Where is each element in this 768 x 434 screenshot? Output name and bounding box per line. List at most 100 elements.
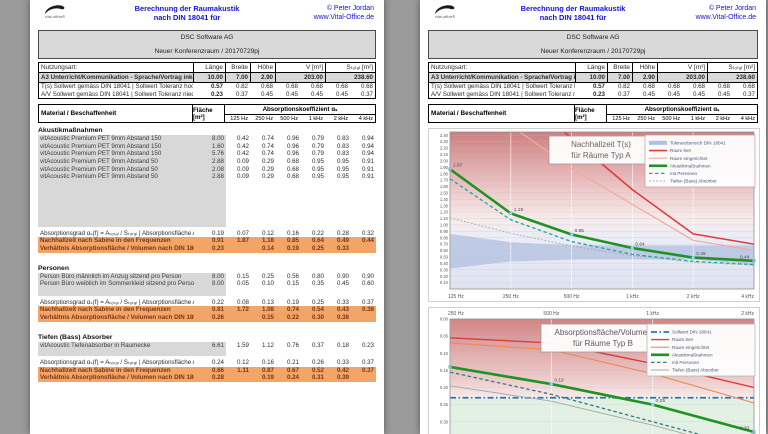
svg-text:Nachhallzeit T(s): Nachhallzeit T(s): [571, 140, 631, 149]
cell: Nachhallzeit nach Sabine in den Frequenz…: [40, 366, 171, 374]
page-header: vital-office® Berechnung der Raumakustik…: [38, 2, 376, 28]
website-link[interactable]: www.Vital-Office.de: [695, 14, 756, 21]
cell: 8.00: [194, 135, 226, 143]
cell: 0.74: [261, 142, 274, 150]
cell: 0.91: [361, 165, 374, 173]
cell: 0.15: [286, 280, 299, 288]
cell: 0.95: [311, 173, 324, 181]
svg-text:1.90: 1.90: [440, 165, 449, 170]
svg-text:0.40: 0.40: [440, 261, 449, 266]
report-title: Berechnung der Raumakustik nach DIN 1804…: [134, 4, 240, 22]
cell: 0.68: [717, 83, 730, 90]
cell: 2.90: [250, 73, 275, 82]
cell: 0.15: [236, 272, 249, 280]
svg-text:250 Hz: 250 Hz: [503, 294, 519, 300]
svg-text:1 kHz: 1 kHz: [626, 294, 639, 300]
cell: 0.23: [210, 90, 223, 98]
cell: 0.67: [286, 366, 299, 374]
cell: 0.95: [311, 157, 324, 165]
cell: Person Büro männlich im Anzug sitzend pr…: [38, 272, 194, 281]
cell: 0.91: [361, 173, 374, 181]
svg-text:1.40: 1.40: [440, 197, 449, 202]
cell: 0.21: [286, 359, 299, 367]
cell: 0.22: [286, 313, 299, 321]
cell: 0.24: [286, 374, 299, 382]
cell: 0.68: [260, 83, 273, 90]
cell: 2.90: [632, 73, 657, 82]
section-title: Akustikmaßnahmen: [38, 127, 103, 135]
cell: 0.96: [286, 135, 299, 143]
cell: 0.45: [260, 90, 273, 98]
ratio-row: Verhältnis Absorptionsfläche / Volumen n…: [38, 244, 376, 253]
svg-text:für Räume Typ B: für Räume Typ B: [573, 339, 633, 348]
svg-text:mit Personen: mit Personen: [670, 171, 698, 176]
cell: 10.00: [193, 73, 225, 82]
cell: 0.19: [261, 374, 274, 382]
cell: 0.56: [286, 272, 299, 280]
cell: 10.00: [575, 73, 607, 82]
page-header: vital-office® Berechnung der Raumakustik…: [428, 2, 758, 28]
svg-text:2.30: 2.30: [440, 139, 449, 144]
svg-text:0.80: 0.80: [440, 236, 449, 241]
chart-legend: Toleranzbereich DIN 18041 Raum leer Raum e…: [644, 134, 756, 188]
cell: 0.45: [642, 90, 655, 98]
svg-text:125 Hz: 125 Hz: [448, 294, 464, 300]
svg-text:0.49: 0.49: [696, 251, 706, 257]
cell: 0.09: [236, 173, 249, 181]
cell: 0.25: [261, 272, 274, 280]
cell: Absorptionsgrad αₛ(f) = Aₜₒₜₐₗ / Sₜₒₜₐₗ …: [40, 359, 194, 367]
material-row: vitAcoustic Premium PET 9mm Abstand 50 2.…: [38, 157, 376, 166]
cell: 0.83: [336, 150, 349, 158]
cell: 0.96: [286, 150, 299, 158]
company-name: DSC Software AG: [566, 34, 620, 41]
cell: 0.96: [286, 142, 299, 150]
cell: 0.42: [236, 142, 249, 150]
cell: 0.82: [235, 83, 248, 90]
svg-text:Absorptionsfläche/Volumen: Absorptionsfläche/Volumen: [555, 328, 652, 337]
cell: 0.45: [667, 90, 680, 98]
cell: 5.76: [194, 150, 226, 158]
section-gap: [38, 382, 376, 390]
page-1: vital-office® Berechnung der Raumakustik…: [30, 0, 384, 434]
cell: 0.68: [310, 83, 323, 90]
cell: vitAcoustic Premium PET 9mm Abstand 50: [38, 157, 194, 166]
cell: 0.25: [311, 244, 324, 252]
cell: 0.39: [336, 374, 349, 382]
svg-text:Raum leer: Raum leer: [672, 337, 694, 342]
cell: 0.91: [211, 237, 224, 245]
cell: 0.95: [336, 173, 349, 181]
absorption-degree-row: Absorptionsgrad αₛ(f) = Aₜₒₜₐₗ / Sₜₒₜₐₗ …: [38, 299, 376, 307]
cell: 1.11: [237, 366, 249, 374]
sabine-row: Nachhallzeit nach Sabine in den Frequenz…: [38, 366, 376, 375]
svg-text:1.70: 1.70: [440, 178, 449, 183]
svg-text:0.30: 0.30: [440, 268, 449, 273]
page-2: vital-office® Berechnung der Raumakustik…: [420, 0, 766, 434]
svg-text:0.00: 0.00: [440, 317, 449, 322]
vital-office-logo: vital-office®: [428, 3, 462, 19]
svg-text:Raum eingerichtet: Raum eingerichtet: [672, 345, 710, 350]
svg-text:für Räume Typ A: für Räume Typ A: [571, 151, 631, 160]
svg-text:2.00: 2.00: [440, 159, 449, 164]
cell: 0.74: [286, 306, 299, 314]
cell: 0.76: [286, 341, 299, 349]
cell: 0.19: [286, 298, 299, 306]
material-filler: [38, 180, 226, 227]
svg-text:Tiefen (Bass) Absorber: Tiefen (Bass) Absorber: [670, 179, 717, 184]
material-row: vitAcoustic Premium PET 9mm Abstand 150 1…: [38, 142, 376, 151]
chart-legend: Sollwert DIN 18041 Raum leer Raum eingeric…: [646, 323, 756, 377]
cell: 0.79: [311, 150, 324, 158]
cell: 0.33: [336, 244, 349, 252]
svg-text:0.50: 0.50: [440, 255, 449, 260]
cell: 0.14: [261, 244, 274, 252]
cell: vitAcoustic Premium PET 9mm Abstand 50: [38, 165, 194, 174]
frequency-header: 125 Hz 250 Hz 500 Hz 1 kHz 2 kHz 4 kHz: [607, 114, 757, 123]
cell: 0.74: [261, 150, 274, 158]
cell: 0.91: [361, 157, 374, 165]
cell: 0.85: [286, 237, 299, 245]
website-link[interactable]: www.Vital-Office.de: [313, 14, 374, 21]
cell: 1.60: [194, 142, 226, 151]
material-filler: [38, 287, 226, 296]
cell: 238.60: [325, 73, 375, 82]
svg-text:Raum eingerichtet: Raum eingerichtet: [670, 156, 708, 161]
ratio-row: Verhältnis Absorptionsfläche / Volumen n…: [38, 313, 376, 322]
